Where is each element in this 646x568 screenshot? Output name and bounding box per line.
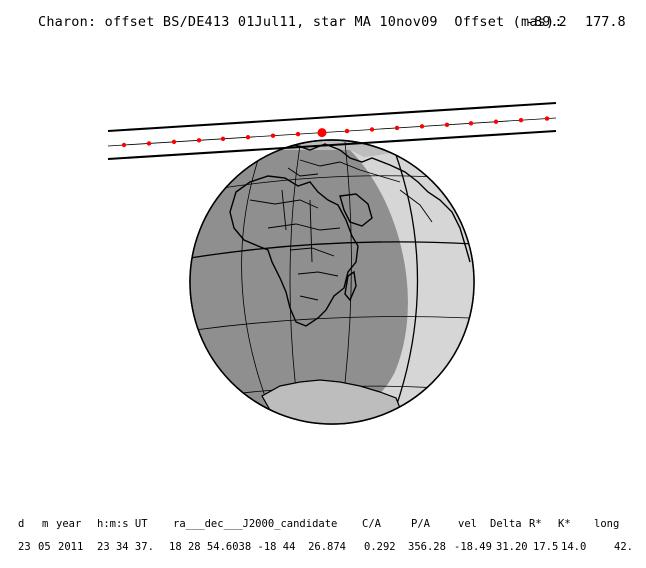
shadow-centerline bbox=[107, 117, 557, 147]
table-header-long: long bbox=[594, 518, 620, 530]
globe-outline bbox=[189, 139, 475, 425]
table-value-vel: -18.49 bbox=[454, 541, 492, 553]
table-header-delta: Delta bbox=[490, 518, 522, 530]
table-header-radec: ra___dec___J2000_candidate bbox=[173, 518, 338, 530]
table-header-kstar: K* bbox=[558, 518, 571, 530]
shadow-north-limit bbox=[107, 102, 557, 132]
country-border bbox=[297, 271, 339, 277]
shadow-south-limit bbox=[107, 130, 557, 160]
time-marker-dot bbox=[369, 127, 375, 132]
table-value-year: 2011 bbox=[58, 541, 84, 553]
table-header-year: year bbox=[56, 518, 82, 530]
time-marker-dot bbox=[344, 128, 350, 134]
time-marker-dot bbox=[295, 131, 301, 137]
table-value-time: 23 34 37. bbox=[97, 541, 154, 553]
table-header-pa: P/A bbox=[411, 518, 430, 530]
time-marker-dot bbox=[245, 135, 251, 140]
time-marker-dot bbox=[146, 141, 152, 146]
offset-ra-value: -89.2 bbox=[526, 14, 567, 30]
country-border bbox=[249, 199, 319, 209]
time-marker-dot bbox=[270, 133, 276, 138]
time-marker-dot bbox=[544, 116, 550, 121]
time-marker-dot bbox=[493, 119, 499, 124]
table-value-m: 05 bbox=[38, 541, 51, 553]
country-border bbox=[309, 199, 313, 263]
country-border bbox=[267, 223, 341, 231]
country-border bbox=[299, 159, 401, 183]
table-header-d: d bbox=[18, 518, 25, 530]
meridian-line bbox=[241, 159, 271, 411]
time-marker-dot bbox=[444, 122, 450, 128]
table-value-pa: 356.28 bbox=[408, 541, 446, 553]
country-border bbox=[399, 189, 433, 223]
country-border bbox=[299, 295, 319, 301]
time-marker-dot bbox=[171, 139, 177, 145]
equator-line bbox=[190, 241, 474, 259]
shadow-path bbox=[107, 102, 557, 160]
table-value-delta: 31.20 bbox=[496, 541, 528, 553]
table-value-radec: 18 28 54.6038 -18 44 26.874 bbox=[169, 541, 347, 553]
table-header-vel: vel bbox=[458, 518, 477, 530]
country-border bbox=[287, 167, 319, 177]
africa-coast bbox=[229, 175, 359, 327]
country-border bbox=[289, 247, 335, 257]
twilight-region bbox=[335, 150, 438, 424]
arabia-coast bbox=[339, 193, 373, 227]
time-marker-dot bbox=[518, 117, 524, 123]
time-markers bbox=[121, 116, 550, 148]
coastlines bbox=[229, 143, 471, 424]
madagascar-coast bbox=[344, 270, 357, 302]
time-marker-dot bbox=[196, 138, 202, 143]
twilight-region bbox=[330, 140, 474, 424]
parallel-line bbox=[209, 175, 456, 191]
meridian-line bbox=[394, 151, 419, 411]
time-marker-dot bbox=[394, 125, 400, 131]
table-value-kstar: 14.0 bbox=[561, 541, 587, 553]
table-value-rstar: 17.5 bbox=[533, 541, 559, 553]
time-marker-dot bbox=[220, 136, 226, 142]
table-header-m: m bbox=[42, 518, 49, 530]
time-marker-dot bbox=[121, 142, 127, 148]
table-value-long: 42. bbox=[614, 541, 633, 553]
table-header-ca: C/A bbox=[362, 518, 381, 530]
europe-coast bbox=[264, 143, 471, 263]
time-marker-dot bbox=[468, 121, 474, 126]
time-marker-dot bbox=[419, 124, 425, 129]
country-border bbox=[281, 189, 287, 231]
table-header-rstar: R* bbox=[529, 518, 542, 530]
central-time-marker bbox=[317, 128, 327, 138]
offset-dec-value: 177.8 bbox=[585, 14, 626, 30]
table-value-d: 23 bbox=[18, 541, 31, 553]
table-value-ca: 0.292 bbox=[364, 541, 396, 553]
parallel-line bbox=[194, 316, 471, 331]
table-header-time: h:m:s UT bbox=[97, 518, 148, 530]
plot-title: Charon: offset BS/DE413 01Jul11, star MA… bbox=[38, 14, 563, 30]
